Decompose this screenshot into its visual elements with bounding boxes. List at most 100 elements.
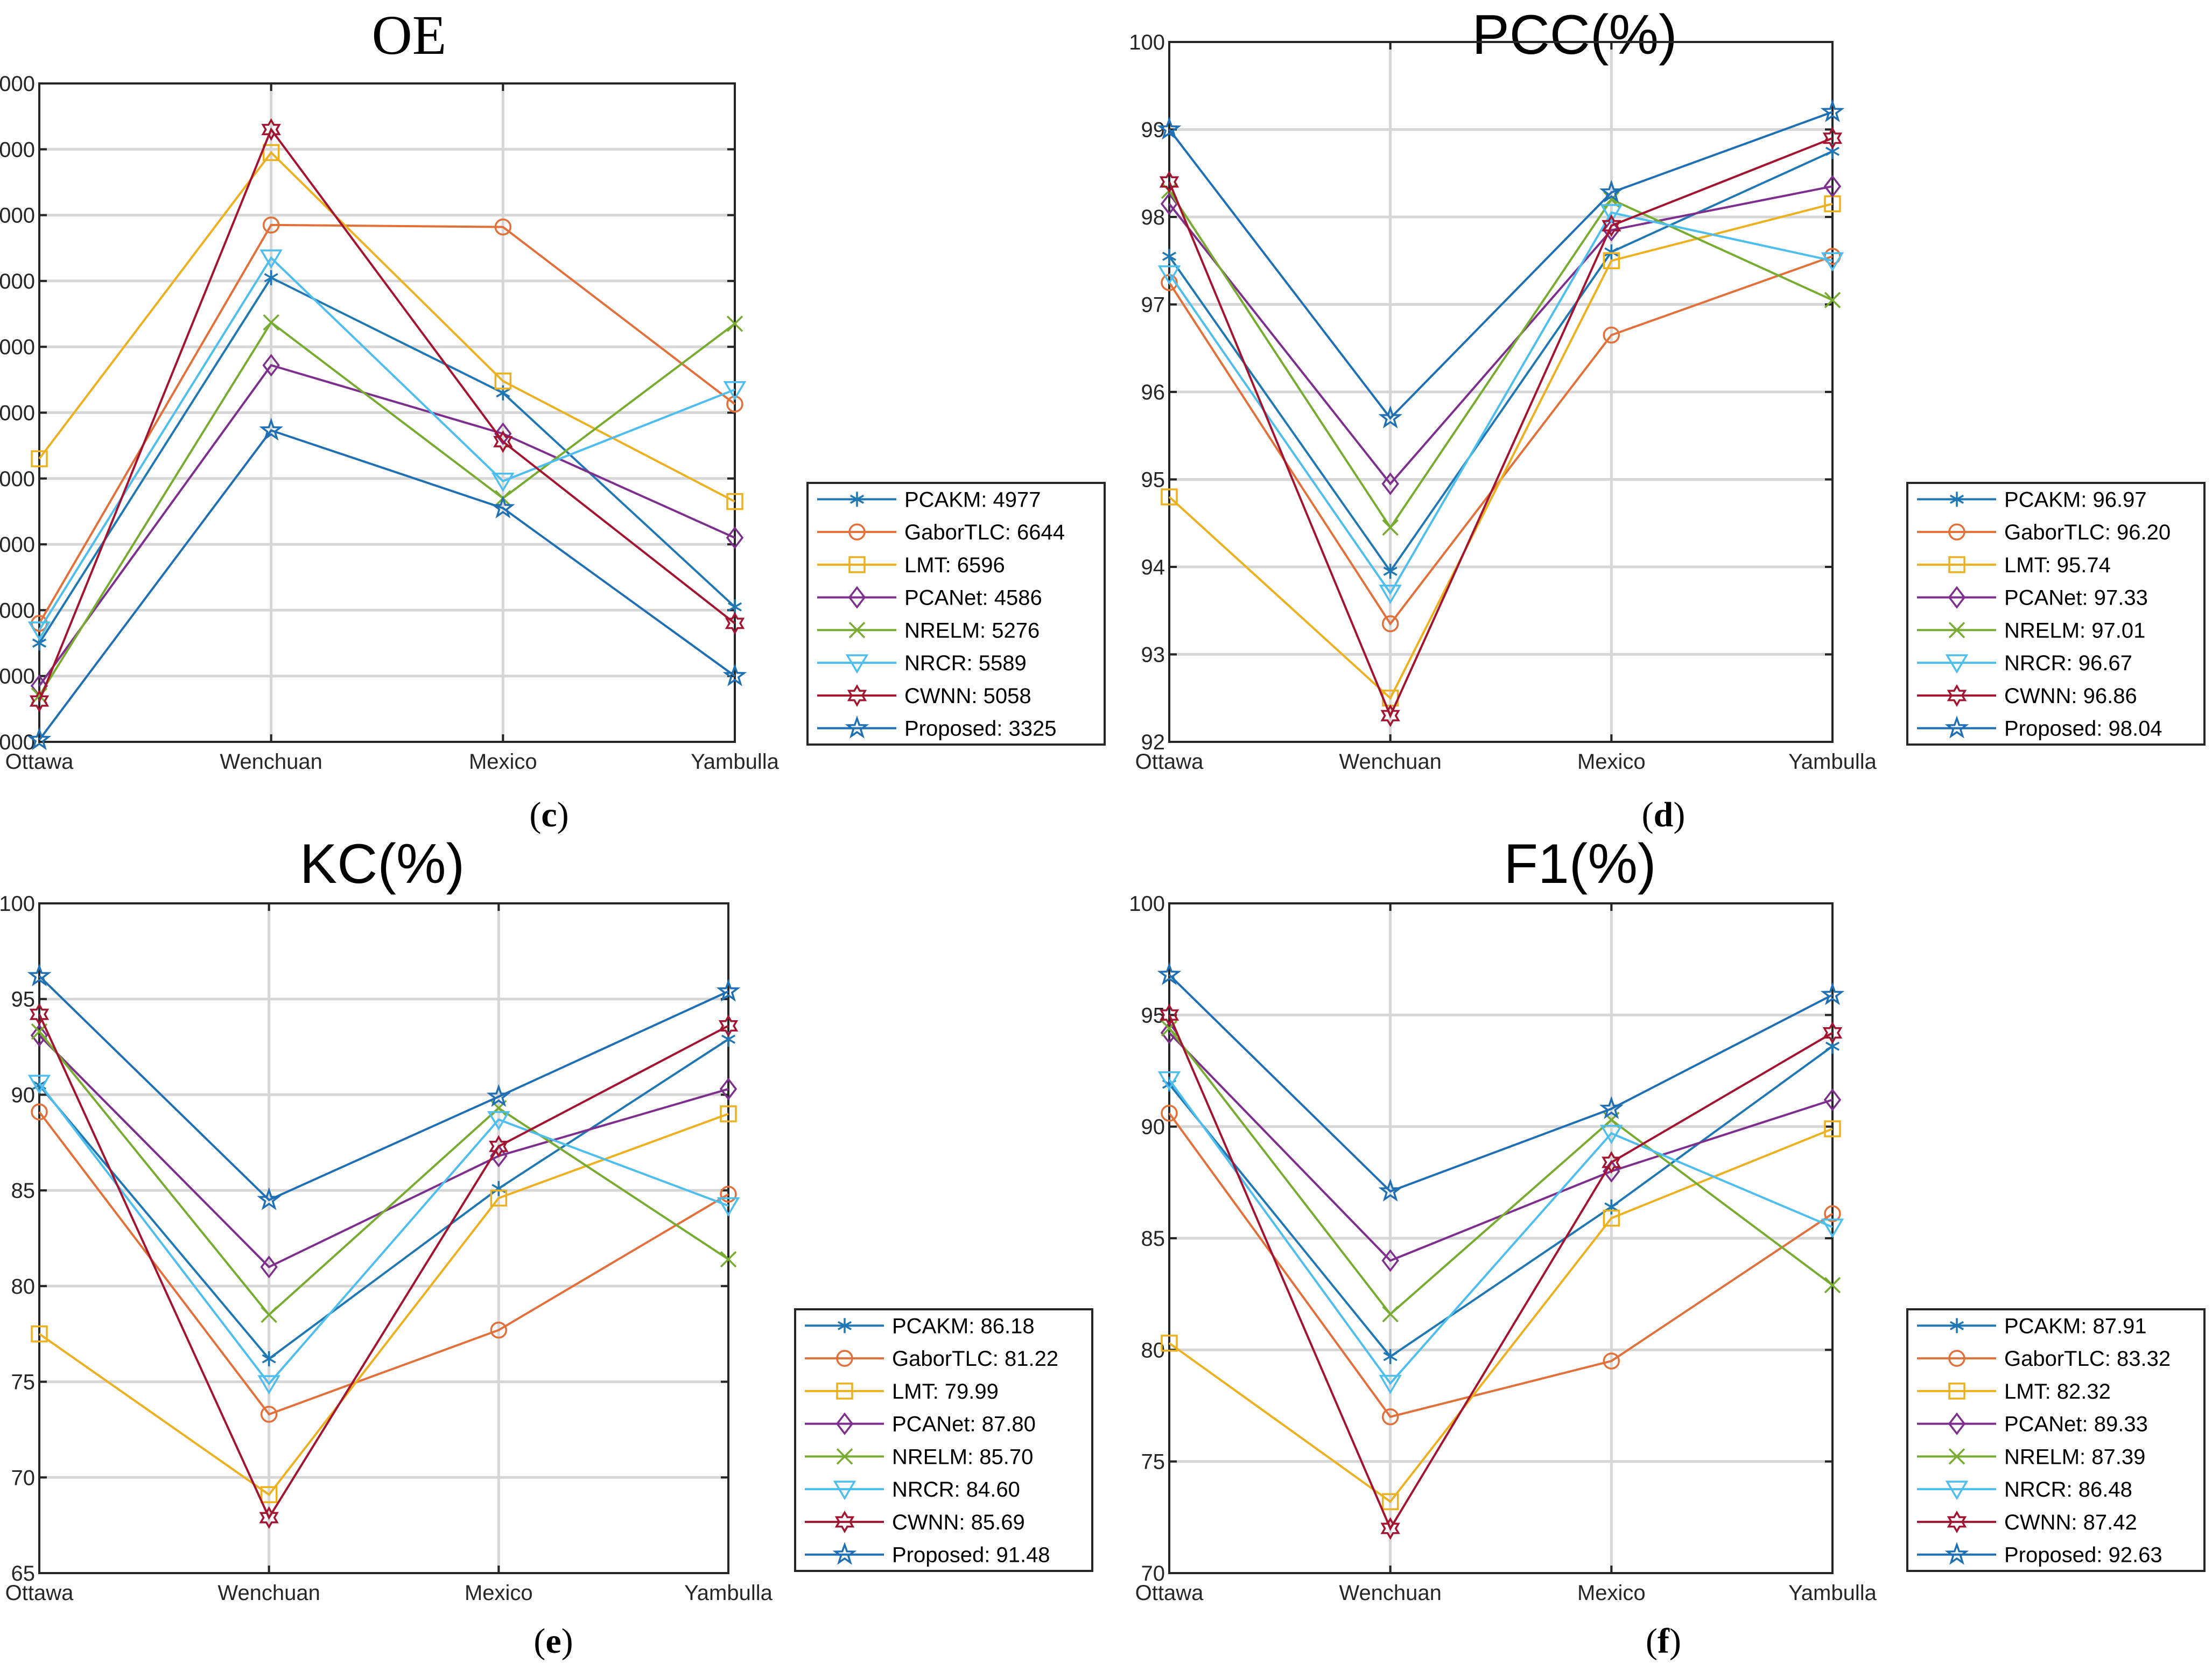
data-point	[1603, 252, 1620, 269]
data-point	[716, 978, 741, 1002]
legend-label: LMT: 82.32	[2004, 1380, 2111, 1404]
legend-marker	[848, 556, 866, 573]
x-tick-label: Mexico	[465, 1581, 533, 1605]
legend-label: NRELM: 97.01	[2004, 619, 2145, 642]
x-tick-label: Yambulla	[1788, 1581, 1877, 1605]
series-line	[1168, 185, 1833, 486]
legend: PCAKM: 4977 GaborTLC: 6644 LMT: 6596 PCANet…	[806, 482, 1106, 746]
y-tick-label: 75	[1141, 1450, 1165, 1474]
series-line	[38, 1038, 729, 1360]
data-point	[1822, 1021, 1843, 1044]
series-line	[1168, 137, 1833, 719]
legend-entry: PCANet: 97.33	[1917, 586, 2148, 610]
legend-entry: NRELM: 87.39	[1917, 1445, 2145, 1469]
legend-entry: Proposed: 91.48	[805, 1542, 1050, 1567]
series-nrcr	[1157, 204, 1844, 604]
x-tick-label: Mexico	[469, 750, 537, 774]
data-point	[493, 430, 513, 453]
y-tick-label: 1000	[0, 731, 35, 754]
legend-entry: PCAKM: 86.18	[805, 1314, 1035, 1338]
legend-label: PCAKM: 96.97	[2004, 488, 2147, 511]
y-tick-label: 90	[11, 1083, 36, 1107]
legend-label: NRCR: 5589	[904, 651, 1027, 675]
legend-marker	[848, 586, 866, 609]
series-line	[38, 320, 736, 697]
legend-entry: NRELM: 85.70	[805, 1445, 1033, 1469]
series-lmt	[31, 144, 743, 510]
data-point	[494, 422, 512, 445]
data-point	[1157, 116, 1182, 140]
series-line	[38, 127, 736, 701]
series-line	[1168, 150, 1833, 573]
legend-entry: PCANet: 4586	[817, 586, 1042, 610]
chart-title: OE	[372, 4, 447, 66]
panel-label: (c)	[529, 795, 568, 834]
data-point	[490, 1321, 508, 1339]
legend-marker	[1948, 556, 1965, 573]
legend-label: PCANet: 97.33	[2004, 586, 2148, 610]
legend-marker	[834, 1510, 855, 1533]
data-point	[725, 612, 745, 635]
data-point	[31, 1103, 48, 1121]
panel-e: KC(%) 65 70 75 80 85 90 95 100 Ottawa Wenchuan Mexi…	[0, 833, 1093, 1661]
y-tick-label: 95	[11, 988, 36, 1012]
axes-frame	[38, 902, 729, 1574]
data-point	[27, 621, 51, 641]
data-point	[1381, 615, 1399, 633]
legend-marker	[1948, 523, 1965, 541]
series-cwnn	[29, 118, 745, 713]
series-line	[38, 276, 736, 644]
legend-entry: PCANet: 89.33	[1917, 1412, 2148, 1436]
legend-entry: PCANet: 87.80	[805, 1412, 1036, 1436]
data-point	[1824, 1205, 1841, 1223]
data-point	[1381, 1493, 1399, 1511]
data-point	[1823, 175, 1842, 198]
legend-marker	[1948, 1448, 1965, 1465]
series-lmt	[1161, 1120, 1841, 1511]
panel-label: (e)	[533, 1622, 573, 1661]
x-tick-label: Ottawa	[5, 1581, 74, 1605]
data-point	[1821, 1218, 1844, 1238]
data-point	[1161, 1105, 1178, 1122]
data-point	[29, 1003, 50, 1026]
legend-label: CWNN: 5058	[904, 684, 1031, 708]
data-point	[1822, 127, 1843, 150]
data-point	[260, 1406, 278, 1423]
series-nrcr	[27, 249, 747, 641]
legend-marker	[848, 523, 866, 541]
series-pcakm	[1162, 144, 1840, 579]
legend-marker	[833, 1480, 856, 1500]
data-point	[490, 495, 515, 518]
data-point	[262, 1351, 276, 1366]
legend-label: CWNN: 87.42	[2004, 1511, 2137, 1534]
data-point	[1159, 170, 1179, 194]
data-point	[1604, 244, 1619, 259]
legend-marker	[845, 715, 869, 739]
data-point	[491, 472, 515, 492]
legend-label: CWNN: 96.86	[2004, 684, 2137, 708]
series-nrelm	[1161, 183, 1841, 536]
series-line	[1168, 1027, 1834, 1316]
legend-entry: GaborTLC: 6644	[817, 521, 1065, 544]
legend-entry: CWNN: 96.86	[1917, 684, 2137, 708]
panel-label: (d)	[1642, 795, 1686, 834]
y-tick-label: 96	[1141, 381, 1165, 404]
data-point	[1157, 1071, 1181, 1091]
data-point	[1161, 1020, 1178, 1037]
legend-marker	[837, 1318, 852, 1334]
data-point	[718, 1014, 739, 1037]
grid	[1169, 42, 1832, 742]
y-tick-label: 75	[11, 1371, 36, 1394]
legend-label: CWNN: 85.69	[892, 1511, 1025, 1534]
data-point	[27, 1075, 51, 1094]
legend-marker	[849, 492, 865, 507]
legend-box	[806, 482, 1106, 746]
legend-label: Proposed: 3325	[904, 717, 1056, 741]
legend-entry: NRCR: 96.67	[1917, 651, 2132, 675]
data-point	[260, 1255, 278, 1279]
legend-box	[794, 1308, 1093, 1572]
legend-entry: LMT: 6596	[817, 553, 1005, 577]
series-line	[1168, 111, 1833, 420]
data-point	[1602, 1150, 1621, 1174]
